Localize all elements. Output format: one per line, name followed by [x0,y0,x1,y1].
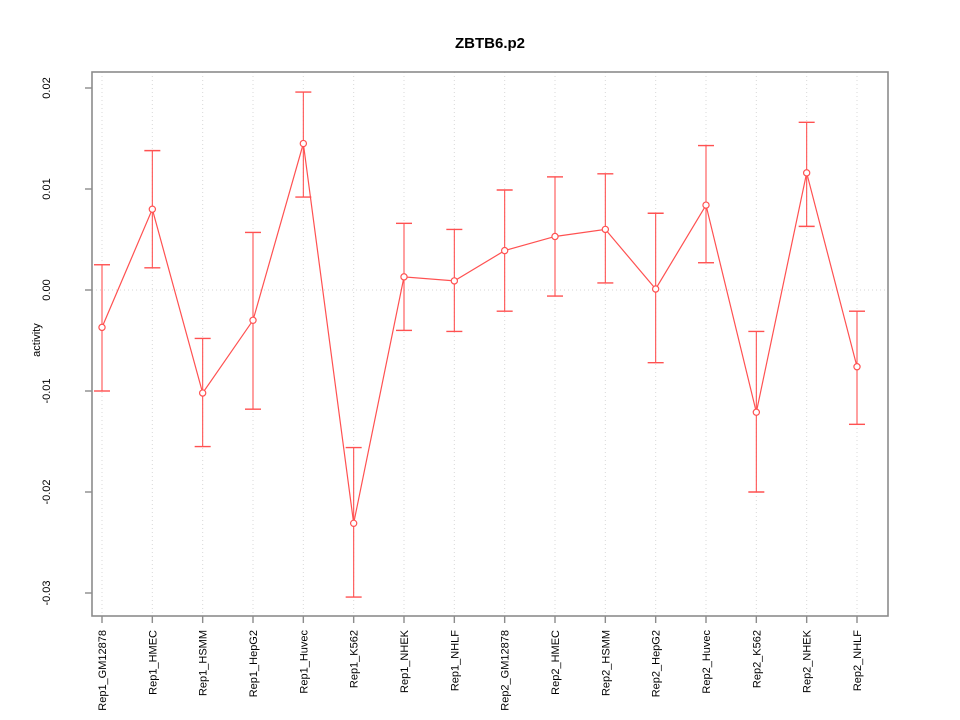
x-tick-label: Rep1_K562 [349,630,361,688]
x-tick-label: Rep1_NHEK [399,629,411,693]
x-tick-label: Rep1_GM12878 [97,630,109,711]
data-point [551,232,559,241]
data-point [500,246,509,255]
data-point [198,389,207,397]
data-point [98,323,106,332]
y-tick-label: -0.03 [41,580,53,605]
x-tick-label: Rep2_HepG2 [651,630,663,697]
data-point [651,285,660,293]
series-line [101,143,858,524]
y-tick-label: 0.01 [41,178,53,199]
x-tick-label: Rep1_HepG2 [248,630,260,697]
y-tick-label: -0.02 [41,479,53,504]
data-point [802,169,811,177]
y-tick-label: 0.00 [41,279,53,300]
y-tick-label: -0.01 [41,378,53,403]
data-point [702,201,710,209]
data-point [148,205,157,213]
data-point [299,139,308,148]
x-tick-label: Rep2_NHLF [852,630,864,691]
x-tick-label: Rep2_NHEK [802,629,814,693]
data-point [450,277,459,285]
x-tick-label: Rep2_K562 [751,630,763,688]
x-tick-label: Rep2_GM12878 [500,630,512,711]
x-tick-label: Rep1_HMEC [147,630,159,695]
x-tick-label: Rep2_HSMM [600,630,612,696]
data-point [349,519,358,528]
data-point [601,225,610,234]
data-point [400,273,408,281]
y-axis-title: activity [31,323,43,357]
x-tick-label: Rep1_HSMM [198,630,210,696]
x-tick-label: Rep2_HMEC [550,630,562,695]
data-point [752,408,761,416]
chart-title: ZBTB6.p2 [454,35,525,52]
x-tick-label: Rep2_Huvec [701,630,713,694]
data-point [249,316,257,324]
plot-border [91,71,889,617]
x-tick-label: Rep1_NHLF [449,630,461,691]
x-tick-label: Rep1_Huvec [298,630,310,694]
y-tick-label: 0.02 [41,77,53,98]
data-point [853,363,861,371]
